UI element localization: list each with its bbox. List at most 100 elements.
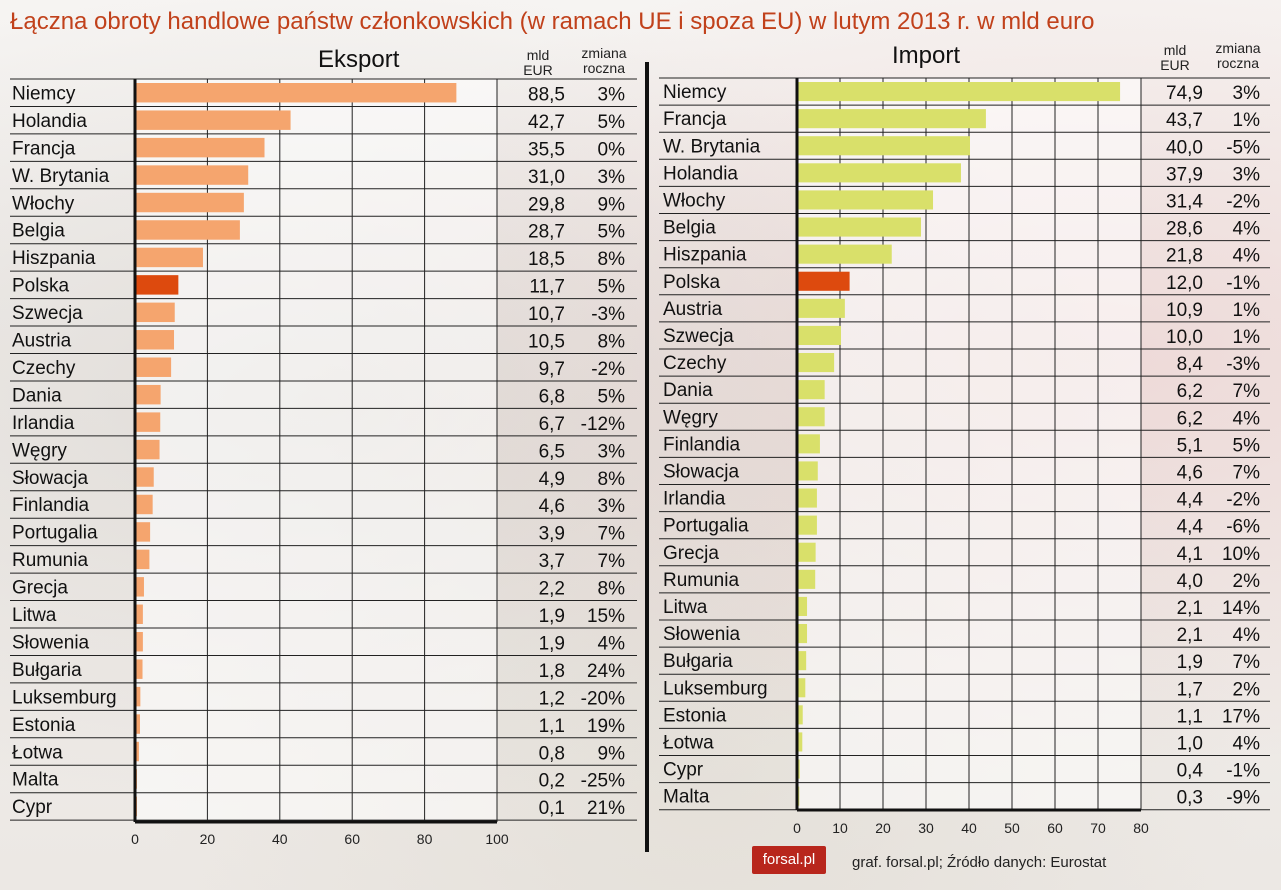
export-category-label: Francja xyxy=(12,138,76,159)
import-tick-label: 70 xyxy=(1090,820,1106,836)
import-change-label: -1% xyxy=(1226,761,1260,782)
export-change-label: 7% xyxy=(598,551,626,572)
export-change-label: 8% xyxy=(598,332,626,353)
export-bar xyxy=(136,659,143,679)
export-bar xyxy=(136,494,153,515)
export-value-label: 3,9 xyxy=(539,524,565,545)
export-category-label: Litwa xyxy=(12,605,57,626)
import-value-label: 6,2 xyxy=(1177,408,1203,429)
import-change-label: 3% xyxy=(1233,164,1261,185)
import-change-label: 10% xyxy=(1222,544,1260,565)
export-change-label: 3% xyxy=(598,167,626,188)
export-change-header: zmiana roczna xyxy=(581,45,627,76)
import-value-label: 31,4 xyxy=(1166,192,1203,213)
export-change-label: 7% xyxy=(598,524,626,545)
import-bar xyxy=(798,732,803,752)
import-change-label: -6% xyxy=(1226,517,1260,538)
import-category-label: W. Brytania xyxy=(663,136,761,157)
export-change-label: 5% xyxy=(598,277,626,298)
export-tick-label: 60 xyxy=(344,831,360,847)
import-value-label: 5,1 xyxy=(1177,435,1203,456)
export-value-label: 6,8 xyxy=(539,386,565,407)
export-tick-label: 80 xyxy=(417,831,433,847)
import-panel-title: Import xyxy=(892,42,961,69)
import-change-label: -9% xyxy=(1226,788,1260,809)
import-bar xyxy=(798,705,803,725)
import-value-label: 10,9 xyxy=(1166,300,1203,321)
export-category-label: Bułgaria xyxy=(12,660,82,681)
import-bar xyxy=(798,244,892,264)
import-category-label: Hiszpania xyxy=(663,245,747,266)
import-category-label: Irlandia xyxy=(663,489,726,510)
export-bar xyxy=(136,549,150,570)
import-bar xyxy=(798,163,961,183)
import-bar xyxy=(798,82,1121,102)
export-category-label: Malta xyxy=(12,770,59,791)
export-category-label: Szwecja xyxy=(12,303,83,324)
import-category-label: Węgry xyxy=(663,407,718,428)
export-category-label: Grecja xyxy=(12,578,68,599)
import-value-label: 43,7 xyxy=(1166,110,1203,131)
import-category-label: Malta xyxy=(663,787,710,808)
export-bar xyxy=(136,220,240,240)
import-value-label: 37,9 xyxy=(1166,164,1203,185)
import-category-label: Cypr xyxy=(663,760,704,781)
export-value-label: 29,8 xyxy=(528,194,565,215)
import-tick-label: 40 xyxy=(961,820,977,836)
import-change-label: 7% xyxy=(1233,381,1261,402)
import-category-label: Rumunia xyxy=(663,570,739,591)
import-change-label: 7% xyxy=(1233,463,1261,484)
export-category-label: Łotwa xyxy=(12,742,63,763)
import-change-label: 2% xyxy=(1233,679,1261,700)
export-value-label: 6,5 xyxy=(539,441,565,462)
import-change-label: 4% xyxy=(1233,408,1261,429)
import-change-label: 17% xyxy=(1222,706,1260,727)
import-bar xyxy=(798,596,808,616)
import-category-label: Słowenia xyxy=(663,624,741,645)
export-value-label: 35,5 xyxy=(528,139,565,160)
import-bar xyxy=(798,217,921,237)
export-value-label: 31,0 xyxy=(528,167,565,188)
import-tick-label: 30 xyxy=(918,820,934,836)
import-change-label: 1% xyxy=(1233,300,1261,321)
export-category-label: Polska xyxy=(12,276,69,297)
export-bar xyxy=(136,522,151,542)
export-value-label: 9,7 xyxy=(539,359,565,380)
export-value-label: 2,2 xyxy=(539,579,565,600)
panel-divider xyxy=(645,62,649,852)
export-value-label: 42,7 xyxy=(528,112,565,133)
import-change-label: -1% xyxy=(1226,273,1260,294)
export-category-label: Cypr xyxy=(12,797,53,818)
export-category-label: Portugalia xyxy=(12,523,98,544)
import-value-label: 2,1 xyxy=(1177,598,1203,619)
export-category-label: Czechy xyxy=(12,358,76,379)
forsal-logo: forsal.pl xyxy=(752,846,826,874)
export-bar xyxy=(136,577,144,597)
export-value-label: 4,9 xyxy=(539,469,565,490)
export-tick-label: 20 xyxy=(200,831,216,847)
import-bar xyxy=(798,325,841,345)
export-value-label: 4,6 xyxy=(539,496,565,517)
export-value-label: 0,2 xyxy=(539,771,565,792)
export-bar xyxy=(136,302,175,323)
import-value-label: 4,0 xyxy=(1177,571,1203,592)
export-value-header: mld EUR xyxy=(523,47,553,78)
export-category-label: Dania xyxy=(12,385,62,406)
import-category-label: Czechy xyxy=(663,353,727,374)
import-tick-label: 50 xyxy=(1004,820,1020,836)
import-change-label: 2% xyxy=(1233,571,1261,592)
export-bar xyxy=(136,192,244,213)
import-change-label: 14% xyxy=(1222,598,1260,619)
export-category-label: Austria xyxy=(12,331,72,352)
import-value-label: 10,0 xyxy=(1166,327,1203,348)
export-change-label: 8% xyxy=(598,469,626,490)
export-value-label: 11,7 xyxy=(529,277,565,298)
import-change-label: -2% xyxy=(1226,192,1260,213)
export-value-label: 1,1 xyxy=(539,716,565,737)
export-change-label: 8% xyxy=(598,579,626,600)
import-category-label: Łotwa xyxy=(663,733,714,754)
import-category-label: Litwa xyxy=(663,597,708,618)
import-tick-label: 20 xyxy=(875,820,891,836)
import-value-label: 21,8 xyxy=(1166,246,1203,267)
